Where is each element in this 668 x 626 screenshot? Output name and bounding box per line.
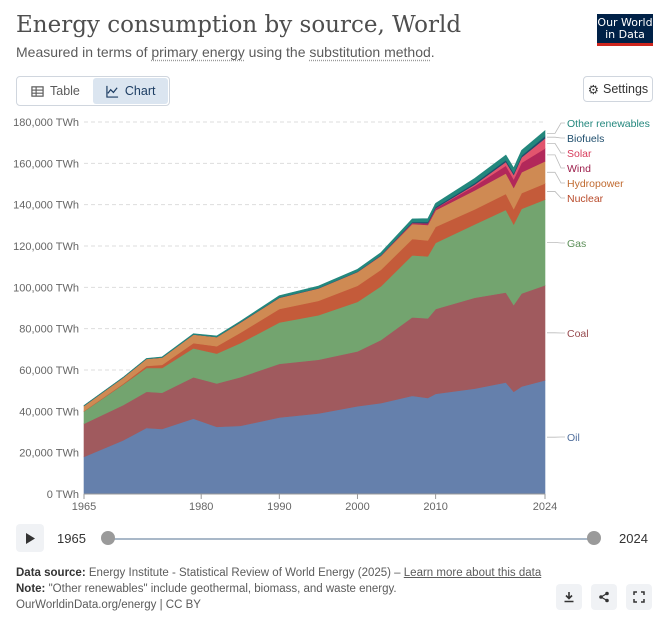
credit-line: OurWorldinData.org/energy | CC BY — [16, 599, 201, 611]
legend-label-other-renewables: Other renewables — [567, 118, 650, 130]
timeline-start-handle[interactable] — [101, 531, 115, 545]
legend-label-biofuels: Biofuels — [567, 133, 604, 145]
x-tick-label: 2024 — [533, 501, 557, 513]
stacked-area-chart: 0 TWh 20,000 TWh 40,000 TWh 60,000 TWh 80,00… — [13, 117, 650, 513]
tab-chart-label: Chart — [124, 84, 156, 98]
share-button[interactable] — [591, 584, 617, 610]
tab-table[interactable]: Table — [18, 78, 93, 104]
legend-connector — [547, 136, 565, 139]
y-tick-label: 180,000 TWh — [13, 117, 79, 129]
x-tick-label: 1990 — [267, 501, 291, 513]
timeline-track[interactable] — [108, 538, 594, 540]
timeline-end-handle[interactable] — [587, 531, 601, 545]
legend-label-nuclear: Nuclear — [567, 193, 604, 205]
y-tick-label: 140,000 TWh — [13, 200, 79, 212]
chart-icon — [106, 85, 118, 98]
tab-table-label: Table — [50, 84, 80, 98]
legend-label-solar: Solar — [567, 148, 592, 160]
note-line: Note: "Other renewables" include geother… — [16, 583, 397, 595]
substitution-method-link[interactable]: substitution method — [309, 44, 431, 60]
legend-label-oil: Oil — [567, 432, 580, 444]
gear-icon: ⚙ — [587, 82, 600, 97]
x-tick-label: 2010 — [423, 501, 447, 513]
legend-label-coal: Coal — [567, 328, 589, 340]
subtitle-text-2: using the — [244, 44, 310, 60]
primary-energy-link[interactable]: primary energy — [151, 44, 245, 60]
subtitle-text-3: . — [430, 44, 435, 60]
data-source-text: Energy Institute - Statistical Review of… — [88, 567, 404, 579]
data-source-label: Data source: — [16, 567, 86, 579]
area-other-renewables — [83, 130, 546, 407]
table-icon — [31, 85, 44, 97]
fullscreen-icon — [633, 591, 645, 603]
x-tick-label: 2000 — [345, 501, 369, 513]
logo-line-1: Our World — [597, 16, 653, 29]
y-tick-label: 40,000 TWh — [19, 406, 79, 418]
download-button[interactable] — [556, 584, 582, 610]
legend-connector — [547, 191, 565, 199]
y-tick-label: 100,000 TWh — [13, 282, 79, 294]
note-label: Note: — [16, 583, 46, 595]
subtitle-text-1: Measured in terms of — [16, 44, 152, 60]
legend-connector — [547, 154, 565, 169]
y-tick-label: 80,000 TWh — [19, 324, 79, 336]
chart-subtitle: Measured in terms of primary energy usin… — [16, 44, 435, 60]
legend-connector — [547, 241, 565, 244]
y-tick-label: 160,000 TWh — [13, 158, 79, 170]
y-tick-label: 120,000 TWh — [13, 241, 79, 253]
legend-label-hydropower: Hydropower — [567, 178, 624, 190]
y-tick-label: 0 TWh — [47, 489, 79, 501]
y-tick-label: 60,000 TWh — [19, 365, 79, 377]
tab-chart[interactable]: Chart — [92, 78, 169, 104]
data-source-line: Data source: Energy Institute - Statisti… — [16, 567, 541, 579]
legend-connector — [547, 171, 565, 184]
settings-button[interactable]: ⚙ Settings — [583, 76, 653, 102]
legend-label-wind: Wind — [567, 163, 591, 175]
legend-connector — [547, 142, 565, 154]
timeline-end-label: 2024 — [619, 531, 648, 546]
settings-label: Settings — [603, 82, 649, 96]
owid-logo[interactable]: Our World in Data — [597, 14, 653, 46]
legend-connector — [547, 122, 565, 134]
view-tabs: Table Chart — [16, 76, 171, 106]
note-text: "Other renewables" include geothermal, b… — [48, 583, 397, 595]
chart-title: Energy consumption by source, World — [16, 12, 462, 38]
timeline-start-label: 1965 — [57, 531, 86, 546]
download-icon — [564, 592, 574, 603]
play-button[interactable] — [16, 524, 44, 552]
x-tick-label: 1980 — [189, 501, 213, 513]
x-tick-label: 1965 — [72, 501, 96, 513]
legend-label-gas: Gas — [567, 238, 586, 250]
y-tick-label: 20,000 TWh — [19, 448, 79, 460]
learn-more-link[interactable]: Learn more about this data — [403, 567, 542, 579]
play-icon — [26, 532, 35, 544]
fullscreen-button[interactable] — [626, 584, 652, 610]
share-icon — [599, 591, 609, 603]
logo-line-2: in Data — [605, 28, 645, 41]
